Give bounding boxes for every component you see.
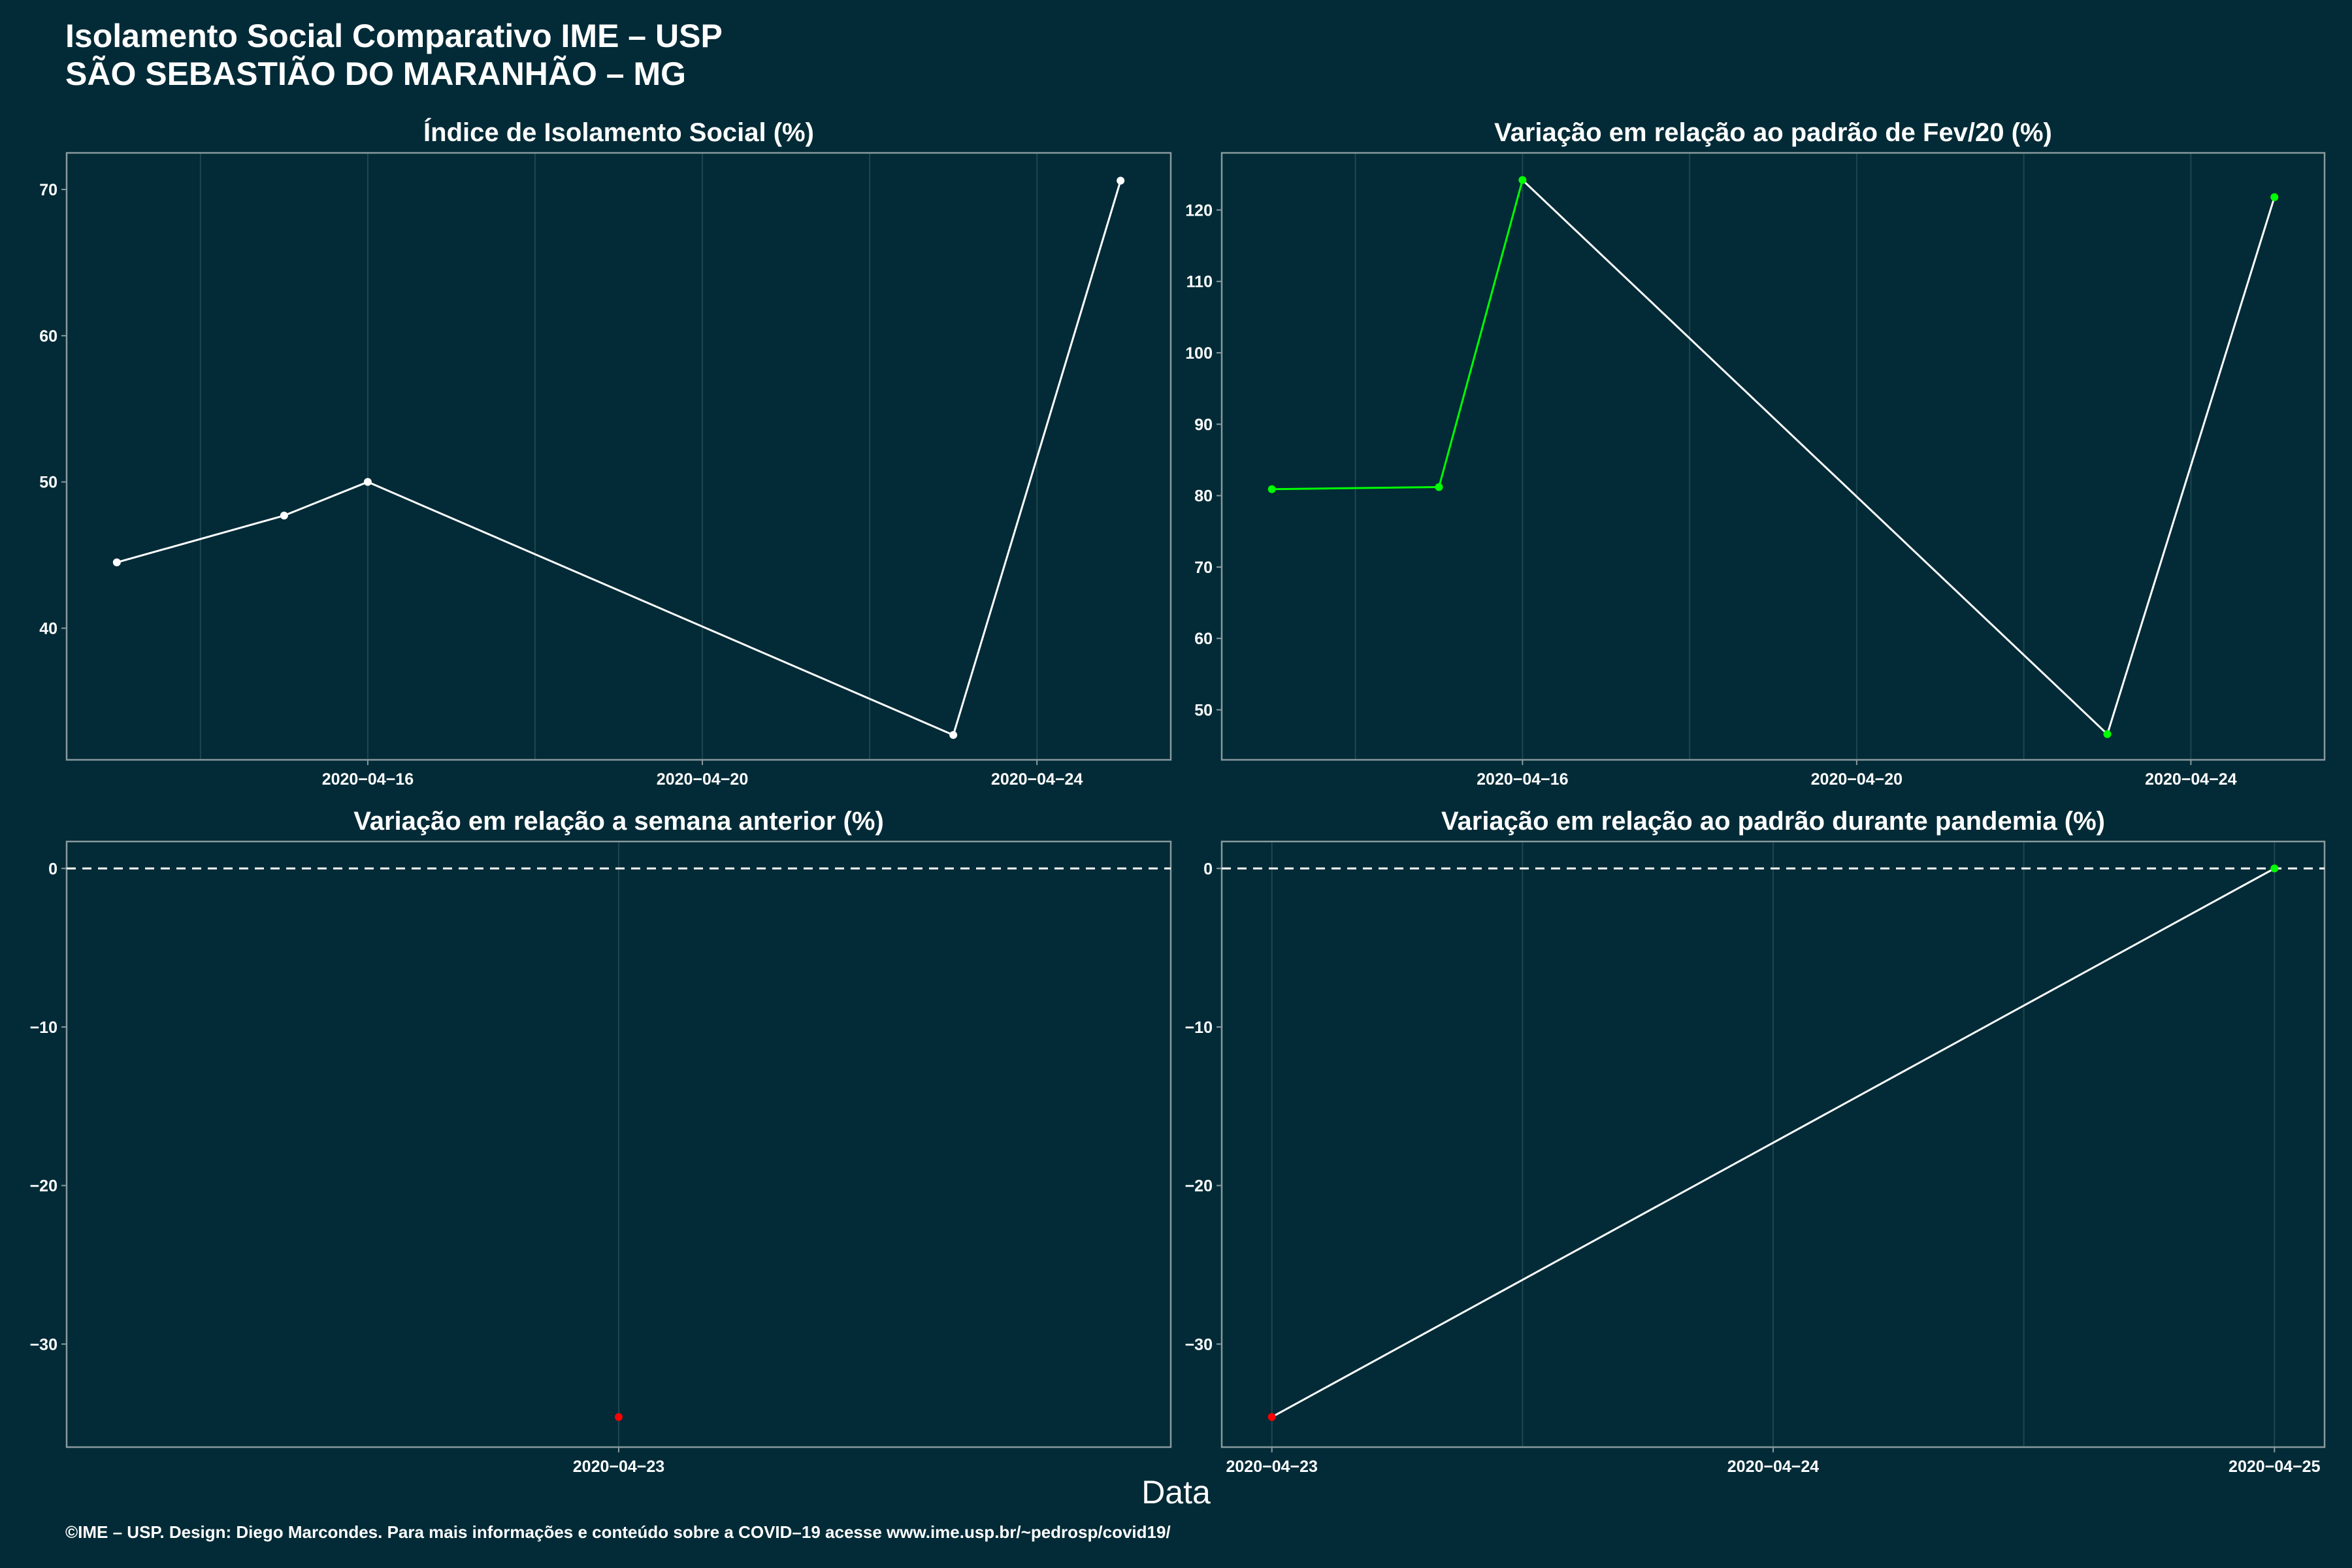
series-segment — [1438, 180, 1524, 487]
data-point — [363, 478, 372, 486]
y-tick-label: 110 — [1186, 273, 1213, 291]
panel-2: Variação em relação ao padrão de Fev/20 … — [1185, 118, 2326, 789]
x-tick-label: 2020−04−20 — [657, 770, 748, 789]
data-point — [112, 558, 121, 566]
x-axis-label: Data — [1141, 1474, 1211, 1511]
data-point — [280, 512, 288, 520]
y-tick-label: −30 — [30, 1335, 57, 1354]
y-tick-label: 120 — [1185, 201, 1213, 220]
x-tick-label: 2020−04−23 — [573, 1458, 664, 1476]
title-line-1: Isolamento Social Comparativo IME – USP — [65, 18, 723, 54]
series-segment — [2106, 197, 2276, 735]
panel-3: Variação em relação a semana anterior (%… — [30, 807, 1172, 1476]
series-segment — [367, 481, 954, 736]
y-tick-label: 0 — [48, 860, 57, 878]
data-point — [1117, 176, 1125, 185]
series-segment — [952, 180, 1122, 736]
y-tick-label: −20 — [30, 1177, 57, 1196]
series-segment — [284, 481, 368, 517]
x-tick-label: 2020−04−25 — [2229, 1458, 2321, 1476]
data-point — [2103, 730, 2112, 738]
y-tick-label: 60 — [1194, 630, 1213, 648]
y-tick-label: 90 — [1194, 416, 1213, 434]
y-tick-label: 0 — [1203, 860, 1213, 878]
series-segment — [1271, 485, 1439, 491]
x-tick-label: 2020−04−24 — [991, 770, 1083, 789]
series-segment — [1522, 179, 2108, 735]
y-tick-label: 100 — [1185, 344, 1213, 363]
panel-title: Índice de Isolamento Social (%) — [423, 118, 814, 147]
panel-1: Índice de Isolamento Social (%) 40 50 60 70 2… — [39, 118, 1172, 789]
series-segment — [1271, 867, 2275, 1418]
series-segment — [116, 514, 285, 564]
y-tick-label: −10 — [1185, 1019, 1213, 1037]
panel-frame — [1220, 152, 2326, 761]
x-tick-label: 2020−04−23 — [1226, 1458, 1318, 1476]
main-title: Isolamento Social Comparativo IME – USP … — [65, 17, 723, 93]
x-tick-label: 2020−04−20 — [1811, 770, 1903, 789]
y-tick-label: 70 — [1194, 559, 1213, 577]
data-point — [615, 1413, 623, 1421]
y-tick-label: 50 — [39, 474, 57, 492]
data-point — [2270, 193, 2279, 201]
data-point — [1267, 1413, 1276, 1421]
y-tick-label: 40 — [39, 620, 57, 638]
data-point — [949, 730, 958, 739]
x-tick-label: 2020−04−16 — [322, 770, 414, 789]
y-tick-label: −20 — [1185, 1177, 1213, 1196]
panel-4: Variação em relação ao padrão durante pa… — [1185, 807, 2326, 1476]
y-tick-label: −30 — [1185, 1335, 1213, 1354]
data-point — [2270, 864, 2279, 873]
title-line-2: SÃO SEBASTIÃO DO MARANHÃO – MG — [65, 56, 687, 92]
y-tick-label: 70 — [39, 181, 57, 199]
y-tick-label: 80 — [1194, 487, 1213, 506]
y-tick-label: −10 — [30, 1019, 57, 1037]
x-tick-label: 2020−04−24 — [1727, 1458, 1820, 1476]
y-tick-label: 50 — [1194, 701, 1213, 719]
panel-frame — [65, 152, 1172, 761]
data-point — [1435, 483, 1443, 491]
x-tick-label: 2020−04−16 — [1477, 770, 1568, 789]
x-tick-label: 2020−04−24 — [2145, 770, 2237, 789]
data-point — [1267, 485, 1276, 493]
panel-title: Variação em relação ao padrão de Fev/20 … — [1494, 118, 2052, 147]
y-tick-label: 60 — [39, 327, 57, 346]
data-point — [1518, 176, 1527, 184]
panel-title: Variação em relação a semana anterior (%… — [353, 807, 884, 836]
footer-credits: ©IME – USP. Design: Diego Marcondes. Par… — [65, 1522, 1171, 1542]
panel-title: Variação em relação ao padrão durante pa… — [1441, 807, 2105, 836]
